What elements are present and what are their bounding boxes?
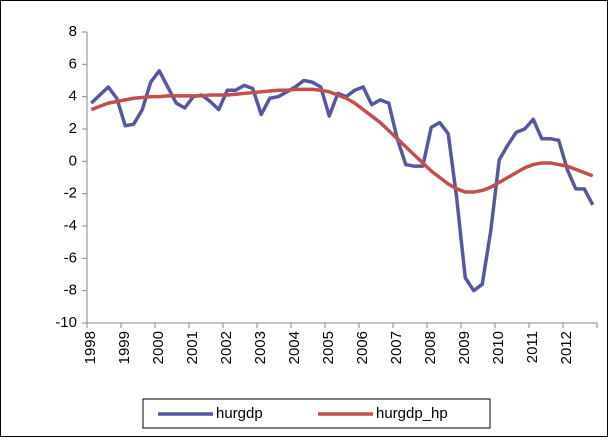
y-tick-label: -8: [64, 282, 77, 299]
x-tick-label: 2010: [490, 331, 507, 364]
x-tick-label: 2000: [150, 331, 167, 364]
legend: hurgdp hurgdp_hp: [142, 398, 491, 429]
y-tick-label: 8: [69, 23, 77, 40]
x-tick-label: 2008: [422, 331, 439, 364]
x-tick-label: 2001: [184, 331, 201, 364]
y-tick-label: 4: [69, 88, 77, 105]
x-tick-label: 2004: [286, 331, 303, 364]
x-tick-label: 2002: [218, 331, 235, 364]
y-tick-label: -4: [64, 217, 77, 234]
y-tick-label: -6: [64, 249, 77, 266]
y-tick-label: 2: [69, 120, 77, 137]
x-tick-label: 2009: [456, 331, 473, 364]
y-tick-label: -10: [55, 314, 77, 331]
legend-label: hurgdp: [216, 405, 263, 422]
x-tick-label: 2006: [354, 331, 371, 364]
x-tick-label: 2011: [524, 331, 541, 363]
y-tick-label: 6: [69, 55, 77, 72]
y-tick-label: 0: [69, 152, 77, 169]
legend-label: hurgdp_hp: [376, 405, 448, 422]
x-tick-label: 1999: [116, 331, 133, 364]
x-tick-label: 2003: [252, 331, 269, 364]
x-tick-label: 2012: [558, 331, 575, 364]
y-tick-label: -2: [64, 185, 77, 202]
series-line: [90, 87, 594, 194]
x-tick-label: 1998: [82, 331, 99, 364]
x-tick-label: 2005: [320, 331, 337, 364]
x-tick-label: 2007: [388, 331, 405, 364]
